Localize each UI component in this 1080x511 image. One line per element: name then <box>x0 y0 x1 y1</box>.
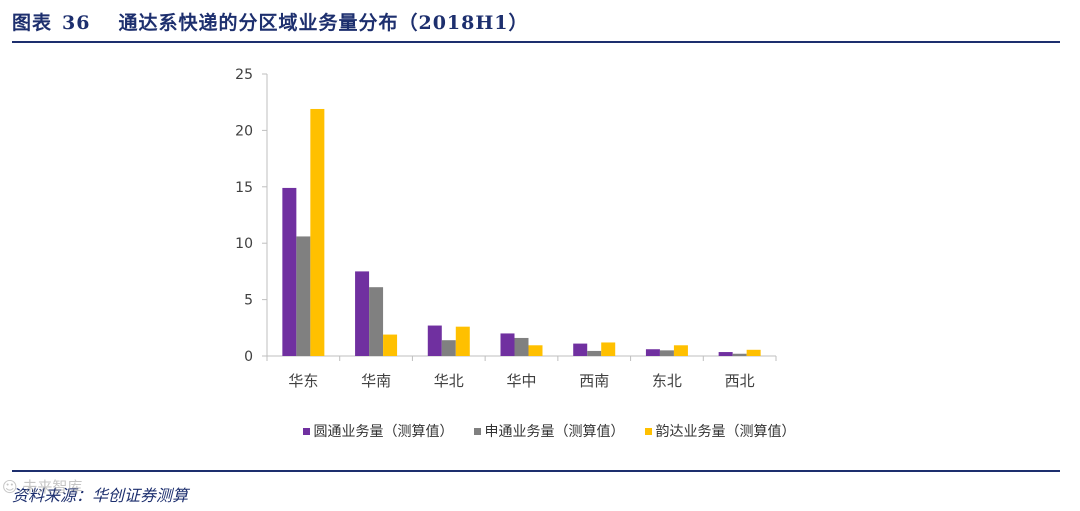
x-tick-label: 华东 <box>288 372 318 390</box>
y-tick-label: 25 <box>235 67 253 83</box>
y-tick-label: 5 <box>244 293 253 309</box>
y-tick-label: 15 <box>235 180 253 196</box>
figure-label: 图表 <box>12 12 53 34</box>
bar-1-3 <box>427 325 442 356</box>
chart-legend: 圆通业务量（测算值） 申通业务量（测算值） 韵达业务量（测算值） <box>0 421 1080 441</box>
legend-item: 圆通业务量（测算值） <box>302 421 454 441</box>
x-tick-label: 西南 <box>579 372 609 390</box>
x-tick-label: 东北 <box>652 372 682 390</box>
x-tick-label: 华中 <box>506 372 536 390</box>
bar-3-1 <box>310 108 325 356</box>
legend-swatch <box>302 427 310 435</box>
y-tick-label: 20 <box>235 123 253 139</box>
legend-label: 圆通业务量（测算值） <box>313 424 454 440</box>
source-divider <box>12 470 1060 472</box>
bar-3-4 <box>528 345 543 356</box>
y-tick-label: 0 <box>244 349 253 365</box>
source-note: 资料来源：华创证券测算 <box>12 486 189 505</box>
x-tick-label: 华北 <box>434 372 464 390</box>
bar-1-4 <box>500 333 515 356</box>
y-tick-label: 10 <box>235 236 253 252</box>
bar-1-7 <box>718 352 733 356</box>
bar-2-3 <box>441 340 456 356</box>
bar-1-5 <box>573 343 588 356</box>
figure-number: 36 <box>62 12 91 34</box>
x-tick-label: 西北 <box>725 372 755 390</box>
figure-title: 图表 36 通达系快递的分区域业务量分布（2018H1） <box>12 8 529 35</box>
bar-3-3 <box>455 326 470 356</box>
legend-item: 韵达业务量（测算值） <box>644 421 796 441</box>
bar-1-2 <box>355 271 370 356</box>
bar-2-6 <box>659 350 674 356</box>
bar-chart: 0 5 10 15 20 25 华东 华南 华北 华中 西南 东北 西北 <box>235 67 777 390</box>
legend-item: 申通业务量（测算值） <box>473 421 625 441</box>
bar-1-1 <box>282 187 297 356</box>
bar-3-7 <box>746 349 761 356</box>
bar-3-6 <box>673 345 688 356</box>
figure-title-text: 通达系快递的分区域业务量分布（2018H1） <box>118 12 529 34</box>
x-tick-label: 华南 <box>361 372 391 390</box>
bar-2-1 <box>296 236 311 356</box>
legend-swatch <box>644 427 652 435</box>
bar-1-6 <box>645 349 660 356</box>
bar-2-7 <box>732 353 747 356</box>
legend-label: 申通业务量（测算值） <box>484 424 625 440</box>
title-divider <box>12 41 1060 43</box>
bar-3-5 <box>601 342 616 356</box>
bar-2-4 <box>514 337 529 356</box>
bar-2-2 <box>369 287 384 356</box>
bar-3-2 <box>383 334 398 356</box>
bar-2-5 <box>587 350 602 356</box>
legend-swatch <box>473 427 481 435</box>
legend-label: 韵达业务量（测算值） <box>655 424 796 440</box>
